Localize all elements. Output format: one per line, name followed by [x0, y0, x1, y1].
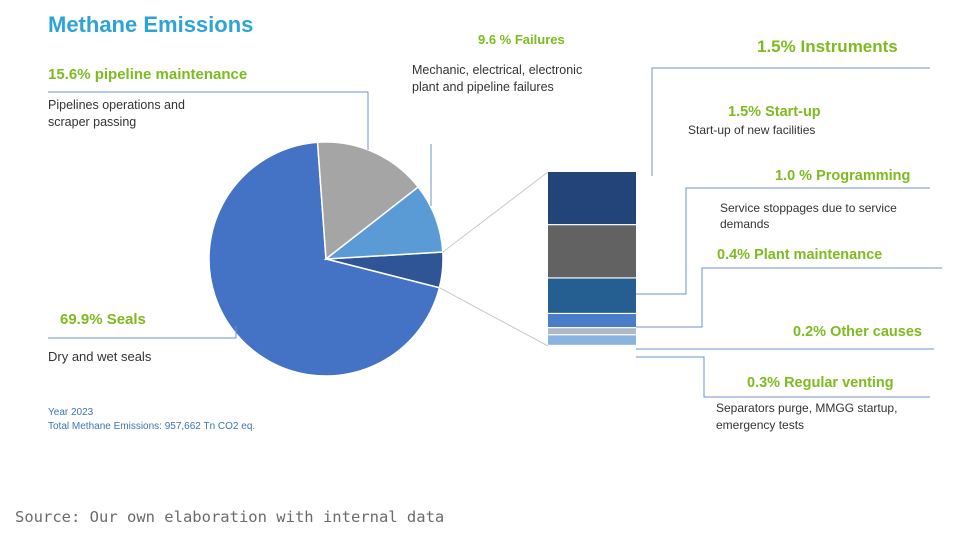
- bar-segment-plant: [548, 314, 636, 328]
- source-note: Source: Our own elaboration with interna…: [15, 508, 445, 526]
- desc-failures: Mechanic, electrical, electronic plant a…: [412, 63, 583, 94]
- leader-venting: [636, 356, 930, 398]
- label-failures: 9.6 % Failures: [478, 32, 565, 47]
- meta-total: Total Methane Emissions: 957,662 Tn CO2 …: [48, 421, 256, 432]
- bar-segment-venting: [548, 335, 636, 345]
- stacked-bar: [548, 172, 636, 345]
- leader-programming: [636, 187, 930, 295]
- bar-segment-other_causes: [548, 328, 636, 335]
- meta-year: Year 2023: [48, 407, 94, 418]
- label-startup: 1.5% Start-up: [728, 104, 821, 120]
- desc-programming: Service stoppages due to service demands: [720, 201, 897, 231]
- label-plant-maintenance: 0.4% Plant maintenance: [717, 247, 883, 263]
- bar-segment-programming: [548, 278, 636, 313]
- bar-segment-instruments: [548, 172, 636, 225]
- label-regular-venting: 0.3% Regular venting: [747, 375, 894, 391]
- bar-segment-startup: [548, 225, 636, 278]
- leader-plant: [636, 267, 942, 328]
- desc-pipeline: Pipelines operations and scraper passing: [48, 98, 185, 129]
- leader-instruments: [651, 67, 930, 176]
- zoom-line-bottom: [439, 287, 549, 347]
- zoom-connector-lines: [439, 171, 549, 347]
- desc-startup: Start-up of new facilities: [688, 123, 816, 137]
- label-other-causes: 0.2% Other causes: [793, 324, 922, 340]
- label-instruments: 1.5% Instruments: [757, 37, 898, 56]
- label-pipeline: 15.6% pipeline maintenance: [48, 66, 248, 83]
- desc-seals: Dry and wet seals: [48, 349, 152, 364]
- page-title: Methane Emissions: [48, 12, 254, 37]
- pie-slice-pipeline: [316, 141, 420, 261]
- pie-chart: [208, 141, 444, 377]
- leader-seals: [48, 326, 237, 339]
- leader-lines: [48, 67, 942, 398]
- label-seals: 69.9% Seals: [60, 311, 146, 328]
- desc-regular-venting: Separators purge, MMGG startup, emergenc…: [716, 401, 898, 432]
- label-programming: 1.0 % Programming: [775, 168, 911, 184]
- zoom-line-top: [442, 171, 549, 253]
- leader-pipeline: [48, 91, 369, 150]
